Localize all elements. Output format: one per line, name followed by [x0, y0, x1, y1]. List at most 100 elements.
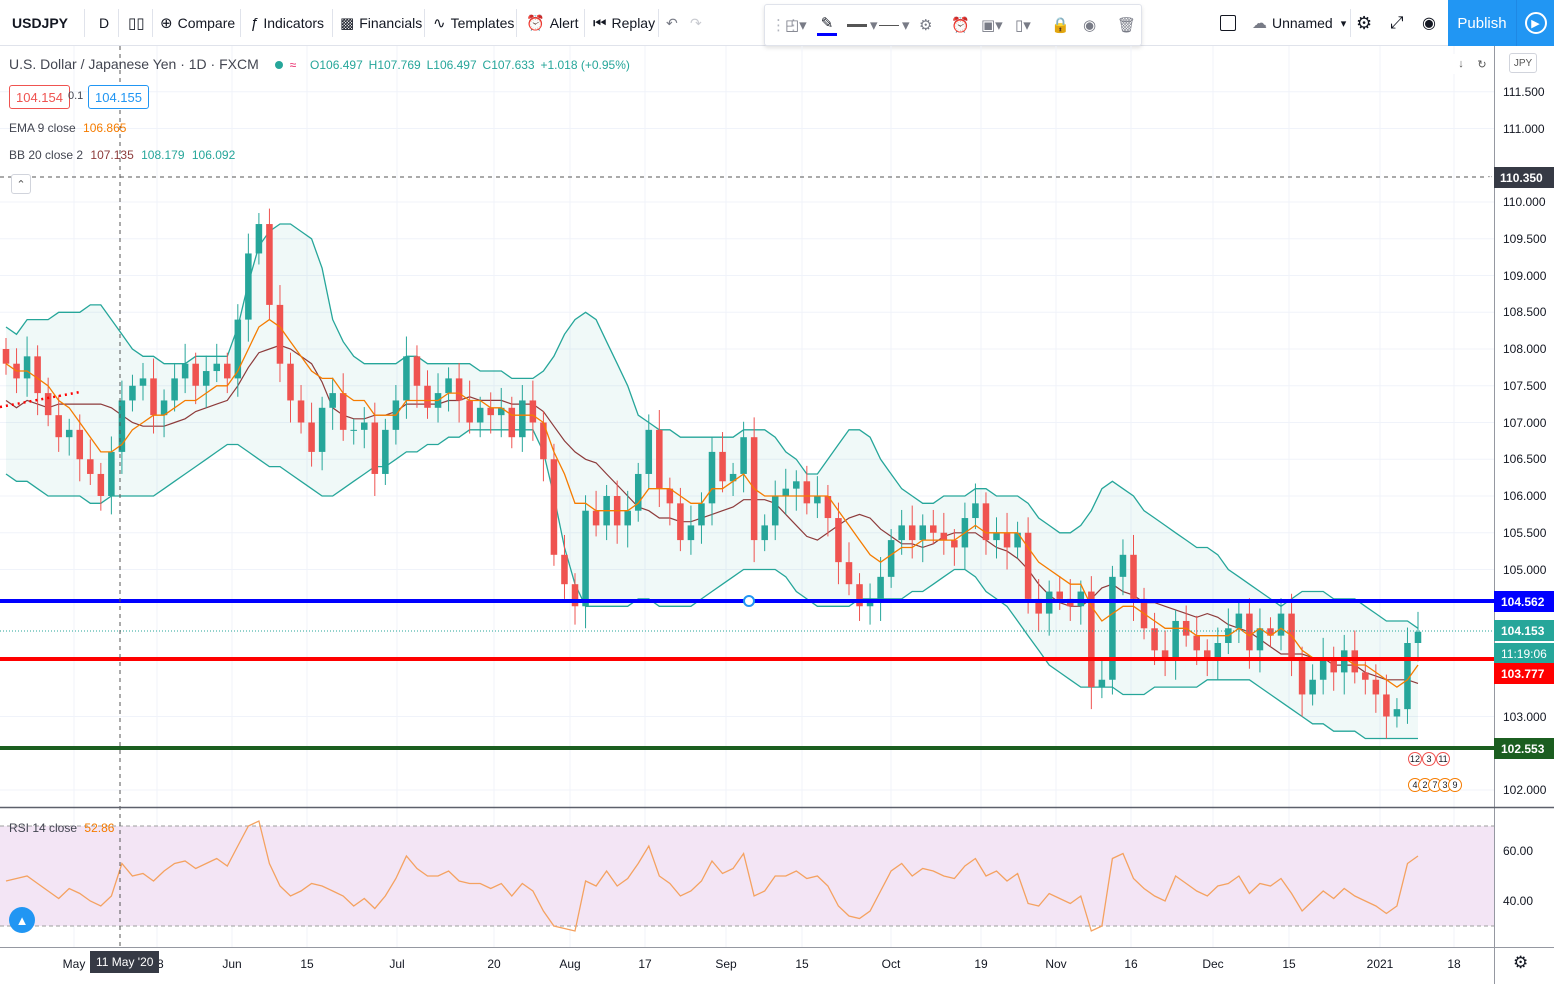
red-dotted-line: [0, 390, 81, 409]
candle-body: [55, 415, 62, 438]
candle: [740, 421, 747, 493]
time-tick-label: 17: [638, 957, 652, 971]
time-tick-label: 18: [1447, 957, 1461, 971]
rsi-label: RSI 14 close: [9, 821, 78, 835]
financials-label: Financials: [359, 15, 423, 31]
chart-type-icon[interactable]: ▯▯: [128, 15, 145, 32]
chart-settings-gear-icon[interactable]: ⚙: [1356, 12, 1373, 33]
candle-body: [497, 407, 505, 416]
candle: [1056, 576, 1063, 610]
candle: [1393, 698, 1401, 728]
price-tick-label: 109.000: [1503, 268, 1547, 283]
event-bubble[interactable]: 3: [1422, 752, 1436, 766]
line-anchor-handle[interactable]: [743, 595, 755, 607]
reset-scale-icon[interactable]: ↻: [1472, 54, 1492, 74]
snapshot-camera-icon[interactable]: ◉: [1422, 15, 1436, 32]
candle-body: [656, 429, 663, 489]
candle-body: [571, 584, 579, 607]
candle-body: [972, 503, 979, 519]
undo-icon[interactable]: ↶: [666, 14, 678, 31]
line-color-pencil-icon[interactable]: ✎: [817, 5, 837, 45]
candle: [624, 490, 631, 548]
candle: [951, 529, 958, 566]
redo-icon[interactable]: ↷: [690, 14, 702, 31]
candle-body: [224, 363, 231, 379]
fullscreen-icon[interactable]: ⤢: [1390, 13, 1404, 32]
event-bubble[interactable]: 9: [1448, 778, 1462, 792]
ema-legend[interactable]: EMA 9 close 106.865: [9, 121, 126, 135]
candle: [908, 505, 916, 559]
ema-value: 106.865: [83, 121, 127, 135]
candle-body: [951, 540, 958, 548]
candle: [982, 492, 990, 555]
hide-eye-icon[interactable]: ◉: [1083, 17, 1097, 34]
scroll-to-down-arrow-icon[interactable]: ↓: [1451, 54, 1471, 74]
lock-icon[interactable]: 🔒: [1051, 17, 1070, 34]
interval-button[interactable]: D: [99, 15, 110, 31]
rsi-legend[interactable]: RSI 14 close 52.86: [9, 821, 114, 835]
tradingview-logo-icon[interactable]: ▲: [9, 907, 35, 933]
ohlc-high: H107.769: [368, 58, 421, 72]
replay-button[interactable]: ⏮ Replay: [593, 0, 655, 46]
sell-button[interactable]: 104.154: [9, 85, 70, 109]
candle-body: [1267, 628, 1274, 636]
financials-button[interactable]: ▩ Financials: [340, 0, 422, 46]
time-tick-label: May: [62, 957, 86, 971]
play-replay-button[interactable]: ▶: [1516, 0, 1554, 46]
bb-legend[interactable]: BB 20 close 2 107.135 108.179 106.092: [9, 148, 235, 162]
alert-button[interactable]: ⏰ Alert: [526, 0, 578, 46]
line-style-icon[interactable]: ▾: [879, 5, 910, 45]
ohlc-change: +1.018 (+0.95%): [540, 58, 630, 72]
publish-button[interactable]: Publish: [1448, 0, 1516, 46]
visibility-layers-icon[interactable]: ▣▾: [981, 17, 1003, 34]
time-tick-label: 19: [974, 957, 988, 971]
price-tick-label: 106.500: [1503, 452, 1547, 467]
candle: [308, 402, 315, 467]
alert-drawing-icon[interactable]: ⏰: [951, 17, 970, 34]
trash-icon[interactable]: 🗑: [1117, 17, 1137, 34]
candle: [1193, 615, 1200, 666]
candle-body: [1246, 613, 1253, 651]
candle: [666, 477, 674, 526]
drag-handle-icon[interactable]: ⋮⋮: [771, 17, 801, 34]
candle: [993, 517, 1000, 559]
settings-gear-icon[interactable]: ⚙: [919, 17, 933, 34]
candle: [87, 439, 94, 485]
candle: [139, 362, 147, 401]
candle-body: [1340, 650, 1348, 673]
price-tick-label: 108.500: [1503, 305, 1547, 320]
candle: [350, 418, 357, 445]
currency-label[interactable]: JPY: [1509, 53, 1537, 73]
time-axis-settings-gear-icon[interactable]: ⚙: [1513, 953, 1529, 972]
templates-drawing-icon[interactable]: ◰▾: [785, 17, 807, 34]
candle-body: [1256, 628, 1264, 651]
economic-events[interactable]: 12 3 11 4 2 7 3 9: [1406, 750, 1462, 806]
candle-body: [645, 429, 653, 474]
bb-label: BB 20 close 2: [9, 148, 84, 162]
candle: [793, 470, 800, 511]
candle-body: [1351, 650, 1359, 673]
event-bubble[interactable]: 12: [1408, 752, 1422, 766]
candle-body: [350, 429, 357, 431]
candle-body: [361, 422, 368, 430]
clone-icon[interactable]: ▯▾: [1015, 17, 1031, 34]
event-bubble[interactable]: 11: [1436, 752, 1450, 766]
buy-button[interactable]: 104.155: [88, 85, 149, 109]
candle: [150, 358, 157, 434]
compare-button[interactable]: ⊕ Compare: [160, 0, 235, 46]
collapse-legend-chevron-up-icon[interactable]: ⌃: [11, 174, 31, 194]
candle: [181, 343, 189, 394]
time-tick-label: Jun: [222, 957, 242, 971]
candle: [824, 484, 832, 537]
candle-body: [255, 224, 263, 254]
indicators-button[interactable]: ƒ Indicators: [250, 0, 324, 46]
candle-body: [1362, 672, 1369, 680]
symbol-search-button[interactable]: USDJPY: [12, 15, 69, 31]
templates-button[interactable]: ∿ Templates: [433, 0, 514, 46]
line-width-icon[interactable]: ▾: [847, 5, 878, 45]
candle: [1383, 674, 1390, 739]
select-all-checkbox[interactable]: [1220, 0, 1236, 46]
layout-name-button[interactable]: ☁ Unnamed ▾: [1252, 15, 1347, 32]
candle-body: [403, 356, 410, 401]
